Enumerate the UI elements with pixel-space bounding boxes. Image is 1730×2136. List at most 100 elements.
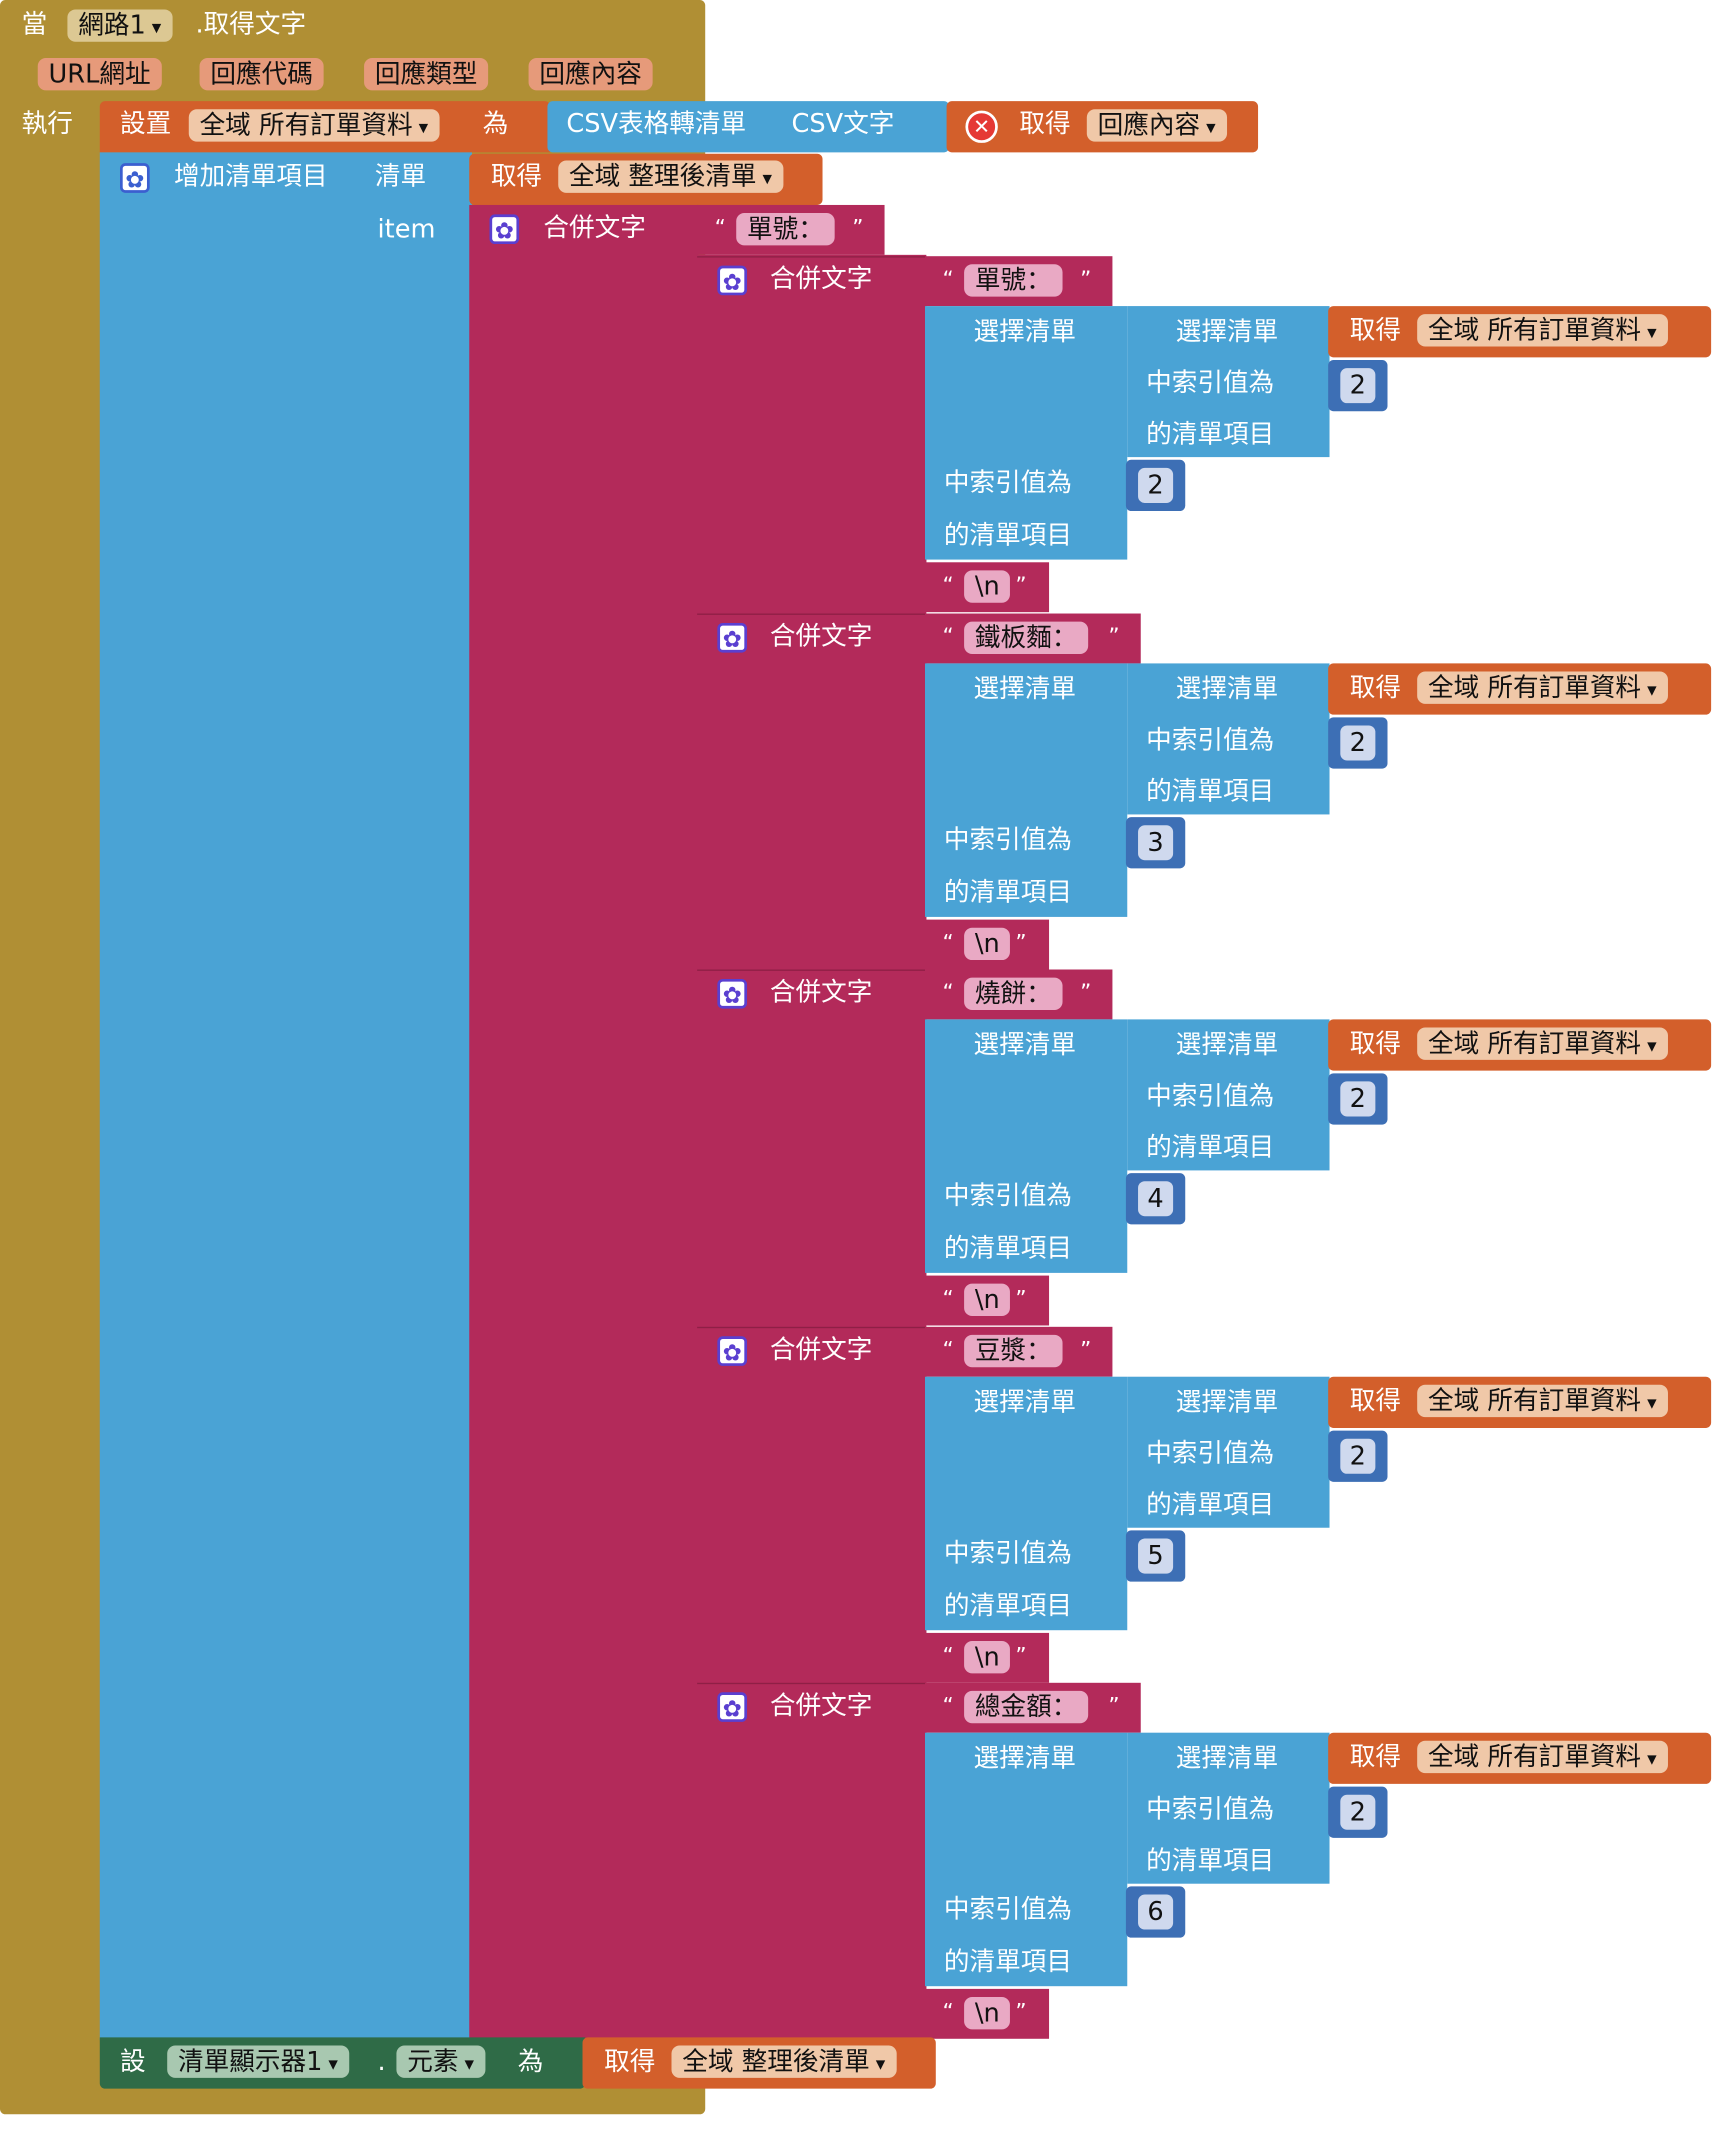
outer-index-value[interactable]: 2: [1138, 467, 1174, 503]
inner-index-label: 中索引值為: [1146, 724, 1275, 755]
newline-text[interactable]: \n: [964, 1283, 1011, 1317]
inner-index-label: 中索引值為: [1146, 1081, 1275, 1112]
dot-label: .: [377, 2046, 386, 2077]
component-dropdown[interactable]: 網路1: [67, 9, 173, 42]
data-var-dropdown[interactable]: 全域 所有訂單資料: [1417, 314, 1668, 347]
response-var-dropdown[interactable]: 回應內容: [1086, 109, 1227, 142]
newline-text[interactable]: \n: [964, 1996, 1011, 2030]
inner-index-value[interactable]: 2: [1340, 1438, 1376, 1474]
param-url[interactable]: URL網址: [37, 57, 162, 91]
global-var-dropdown[interactable]: 全域 所有訂單資料: [188, 109, 439, 142]
outer-index-value[interactable]: 4: [1138, 1181, 1174, 1217]
outer-index-label: 中索引值為: [943, 1537, 1072, 1568]
get-data-label: 取得: [1349, 1742, 1402, 1772]
close-quote: ”: [1080, 265, 1092, 292]
inner-select-block[interactable]: [1127, 306, 1330, 458]
param-response-type[interactable]: 回應類型: [364, 57, 489, 91]
inner-select-block[interactable]: [1127, 662, 1330, 814]
list-var-dropdown[interactable]: 全域 整理後清單: [558, 160, 783, 193]
outer-select-label: 選擇清單: [973, 673, 1077, 704]
row-label-text[interactable]: 單號：: [964, 264, 1063, 297]
inner-index-label: 中索引值為: [1146, 1794, 1275, 1825]
row-join-label: 合併文字: [769, 264, 873, 294]
outer-select-label: 選擇清單: [973, 1030, 1077, 1060]
inner-select-label: 選擇清單: [1175, 1743, 1279, 1774]
join-block[interactable]: [469, 204, 699, 2039]
gear-icon[interactable]: ✿: [717, 1692, 748, 1723]
inner-select-block[interactable]: [1127, 1732, 1330, 1884]
row-label-text[interactable]: 總金額：: [964, 1690, 1089, 1724]
inner-select-block[interactable]: [1127, 1019, 1330, 1171]
gear-icon[interactable]: ✿: [120, 163, 150, 194]
gear-icon[interactable]: ✿: [489, 214, 520, 245]
row-join-label: 合併文字: [769, 1690, 873, 1721]
param-response-code[interactable]: 回應代碼: [199, 57, 324, 91]
open-quote: “: [942, 1998, 954, 2024]
outer-index-value[interactable]: 6: [1138, 1894, 1174, 1930]
row-join-block[interactable]: [697, 1682, 927, 2039]
newline-text[interactable]: \n: [964, 927, 1011, 960]
inner-index-value[interactable]: 2: [1340, 1794, 1376, 1830]
inner-index-label: 中索引值為: [1146, 1438, 1275, 1468]
csv-label: CSV表格轉清單: [566, 109, 747, 139]
row-join-block[interactable]: [697, 256, 927, 612]
data-var-dropdown[interactable]: 全域 所有訂單資料: [1417, 670, 1668, 704]
inner-index-value[interactable]: 2: [1340, 1081, 1376, 1117]
first-text[interactable]: 單號：: [736, 213, 835, 246]
open-quote: “: [942, 571, 954, 598]
row-label-text[interactable]: 鐵板麵：: [964, 620, 1089, 654]
outer-select-label: 選擇清單: [973, 1743, 1077, 1774]
property-select[interactable]: 元素: [396, 2045, 485, 2078]
outer-select-block[interactable]: [925, 1732, 1128, 1987]
row-join-block[interactable]: [697, 612, 927, 969]
do-label: 執行: [21, 109, 73, 139]
open-quote: “: [942, 1335, 954, 1362]
data-var-dropdown[interactable]: 全域 所有訂單資料: [1417, 1384, 1668, 1417]
inner-index-value[interactable]: 2: [1340, 724, 1376, 760]
outer-index-label: 中索引值為: [943, 467, 1072, 498]
open-quote: “: [714, 214, 726, 241]
inner-item-label: 的清單項目: [1146, 776, 1275, 806]
inner-select-label: 選擇清單: [1175, 673, 1279, 704]
close-quote: ”: [1015, 1285, 1027, 1311]
outer-select-block[interactable]: [925, 1019, 1128, 1273]
inner-index-value[interactable]: 2: [1340, 368, 1376, 404]
inner-select-block[interactable]: [1127, 1376, 1330, 1528]
add-items-block[interactable]: [99, 152, 472, 2041]
csv-block[interactable]: [547, 101, 950, 153]
data-var-dropdown[interactable]: 全域 所有訂單資料: [1417, 1027, 1668, 1060]
open-quote: “: [942, 1641, 954, 1668]
close-quote: ”: [1108, 1692, 1120, 1718]
close-quote: ”: [1015, 1641, 1027, 1668]
gear-icon[interactable]: ✿: [717, 978, 748, 1010]
row-label-text[interactable]: 豆漿：: [964, 1334, 1063, 1367]
gear-icon[interactable]: ✿: [717, 1335, 748, 1367]
outer-select-block[interactable]: [925, 306, 1128, 560]
gear-icon[interactable]: ✿: [717, 265, 748, 297]
newline-text[interactable]: \n: [964, 1640, 1011, 1673]
component-select[interactable]: 清單顯示器1: [167, 2045, 349, 2078]
set-comp-label: 設: [120, 2046, 146, 2077]
outer-select-block[interactable]: [925, 1376, 1128, 1630]
open-quote: “: [942, 978, 954, 1005]
newline-text[interactable]: \n: [964, 570, 1011, 603]
row-join-label: 合併文字: [769, 1334, 873, 1364]
get-label: 取得: [1019, 109, 1071, 139]
close-quote: ”: [1080, 1335, 1092, 1362]
close-quote: ”: [1015, 1998, 1027, 2024]
gear-icon[interactable]: ✿: [717, 622, 748, 653]
csv-text-label: CSV文字: [791, 109, 895, 139]
row-label-text[interactable]: 燒餅：: [964, 977, 1063, 1010]
outer-select-block[interactable]: [925, 662, 1128, 917]
get-data-label: 取得: [1349, 315, 1402, 346]
data-var-dropdown[interactable]: 全域 所有訂單資料: [1417, 1740, 1668, 1774]
outer-index-value[interactable]: 5: [1138, 1537, 1174, 1573]
to-label-2: 為: [517, 2046, 544, 2077]
outer-index-value[interactable]: 3: [1138, 824, 1174, 860]
row-join-block[interactable]: [697, 1326, 927, 1682]
list-var-dropdown-2[interactable]: 全域 整理後清單: [671, 2045, 897, 2078]
param-response-content[interactable]: 回應內容: [528, 57, 653, 91]
event-name: .取得文字: [195, 9, 307, 40]
row-join-block[interactable]: [697, 969, 927, 1325]
